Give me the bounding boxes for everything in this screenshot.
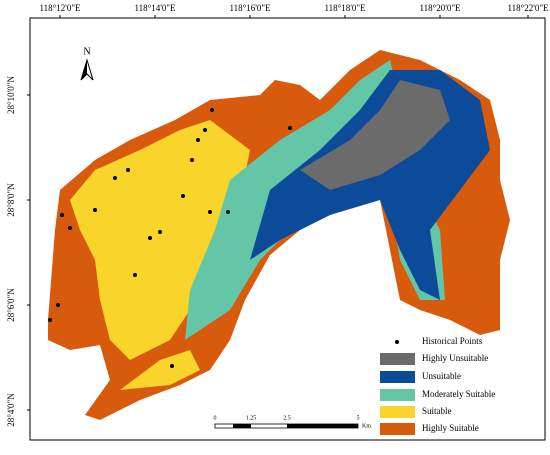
historical-points bbox=[48, 108, 292, 368]
longitude-label: 118°14'0"E bbox=[134, 3, 176, 13]
scale-label: 5 bbox=[357, 415, 360, 421]
historical-point bbox=[113, 176, 117, 180]
latitude-label: 28°4'0"N bbox=[6, 393, 16, 427]
historical-point bbox=[133, 273, 137, 277]
legend-swatch bbox=[380, 371, 415, 383]
legend-label: Moderately Suitable bbox=[422, 389, 495, 399]
historical-point bbox=[126, 168, 130, 172]
north-arrow: N bbox=[80, 46, 94, 81]
historical-point bbox=[226, 210, 230, 214]
suitability-regions bbox=[48, 50, 510, 420]
legend-label: Unsuitable bbox=[422, 371, 461, 381]
scale-label: 1.25 bbox=[246, 415, 257, 421]
region-suitable bbox=[120, 350, 200, 390]
historical-point bbox=[190, 158, 194, 162]
scale-label: 2.5 bbox=[283, 415, 291, 421]
legend-label: Highly Unsuitable bbox=[422, 353, 488, 363]
legend-swatch bbox=[380, 353, 415, 365]
legend-swatch bbox=[380, 406, 415, 418]
historical-point bbox=[288, 126, 292, 130]
latitude-label: 28°8'0"N bbox=[6, 183, 16, 217]
region-highly-unsuitable bbox=[300, 80, 450, 190]
historical-point bbox=[181, 194, 185, 198]
legend-label: Highly Suitable bbox=[422, 423, 479, 433]
legend-swatch bbox=[380, 389, 415, 401]
historical-point bbox=[170, 364, 174, 368]
north-label: N bbox=[83, 46, 90, 57]
latitude-label: 28°6'0"N bbox=[6, 288, 16, 322]
scale-bar: 0 1.25 2.5 5 Km bbox=[214, 415, 372, 429]
scale-label: 0 bbox=[214, 415, 217, 421]
scale-bar-segment bbox=[233, 424, 251, 428]
historical-point bbox=[158, 230, 162, 234]
longitude-label: 118°22'0"E bbox=[507, 3, 549, 13]
historical-point bbox=[196, 138, 200, 142]
longitude-label: 118°16'0"E bbox=[229, 3, 271, 13]
historical-point bbox=[210, 108, 214, 112]
historical-point bbox=[56, 303, 60, 307]
historical-point bbox=[203, 128, 207, 132]
historical-point bbox=[208, 210, 212, 214]
legend-point bbox=[395, 340, 399, 344]
historical-point bbox=[148, 236, 152, 240]
legend-label: Historical Points bbox=[422, 336, 483, 346]
legend-swatch bbox=[380, 423, 415, 435]
longitude-label: 118°20'0"E bbox=[419, 3, 461, 13]
north-arrow-half bbox=[81, 60, 87, 80]
longitude-label: 118°18'0"E bbox=[324, 3, 366, 13]
longitude-label: 118°12'0"E bbox=[39, 3, 81, 13]
latitude-label: 28°10'0"N bbox=[6, 76, 16, 114]
historical-point bbox=[48, 318, 52, 322]
legend-label: Suitable bbox=[422, 406, 452, 416]
map-frame bbox=[29, 17, 546, 441]
historical-point bbox=[93, 208, 97, 212]
scale-bar-segment bbox=[287, 424, 358, 428]
historical-point bbox=[60, 213, 64, 217]
scale-unit: Km bbox=[362, 423, 371, 429]
historical-point bbox=[68, 226, 72, 230]
